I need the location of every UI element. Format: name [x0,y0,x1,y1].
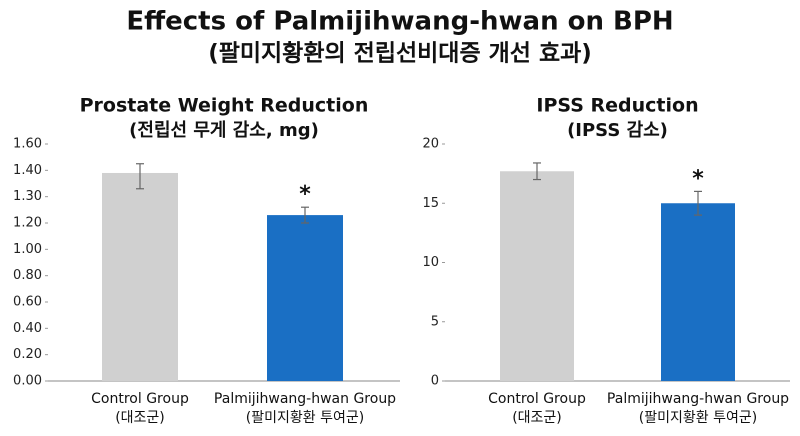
x-tick-label: Control Group [488,391,586,407]
chart-subtitle: (IPSS 감소) [567,120,668,141]
y-tick-label: 1.30 [13,189,42,204]
page-subtitle: (팔미지황환의 전립선비대증 개선 효과) [208,41,592,67]
error-bar [136,163,144,190]
y-tick-label: 0.40 [13,321,42,336]
x-tick-label: (대조군) [115,410,165,426]
x-tick-label: (팔미지황환 투여군) [639,410,757,426]
y-tick-label: 1.40 [13,163,42,178]
bar [102,172,178,381]
chart-title: IPSS Reduction [536,95,698,117]
error-bar [694,190,702,216]
y-tick-label: 10 [422,255,439,270]
y-tick-label: 0 [431,374,439,389]
y-tick-label: 0.20 [13,347,42,362]
chart-title: Prostate Weight Reduction [80,95,369,117]
significance-label: * [299,182,311,207]
error-bar [301,206,309,224]
x-tick-label: Control Group [91,391,189,407]
chart-subtitle: (전립선 무게 감소, mg) [129,120,319,141]
bar [267,215,343,381]
x-tick-label: (팔미지황환 투여군) [246,410,364,426]
x-tick-label: Palmijihwang-hwan Group [607,391,789,407]
significance-label: * [692,166,704,191]
x-tick-label: Palmijihwang-hwan Group [214,391,396,407]
bar [500,171,574,381]
bar [661,203,735,381]
y-tick-label: 0.60 [13,295,42,310]
y-tick-label: 1.20 [13,216,42,231]
error-bar [533,162,541,181]
y-tick-label: 0.80 [13,268,42,283]
y-tick-label: 15 [422,196,439,211]
x-tick-label: (대조군) [512,410,562,426]
page-title: Effects of Palmijihwang-hwan on BPH [126,7,673,37]
y-tick-label: 1.00 [13,242,42,257]
y-tick-label: 1.60 [13,137,42,152]
y-tick-label: 20 [422,137,439,152]
y-tick-label: 0.00 [13,374,42,389]
y-tick-label: 5 [431,314,439,329]
